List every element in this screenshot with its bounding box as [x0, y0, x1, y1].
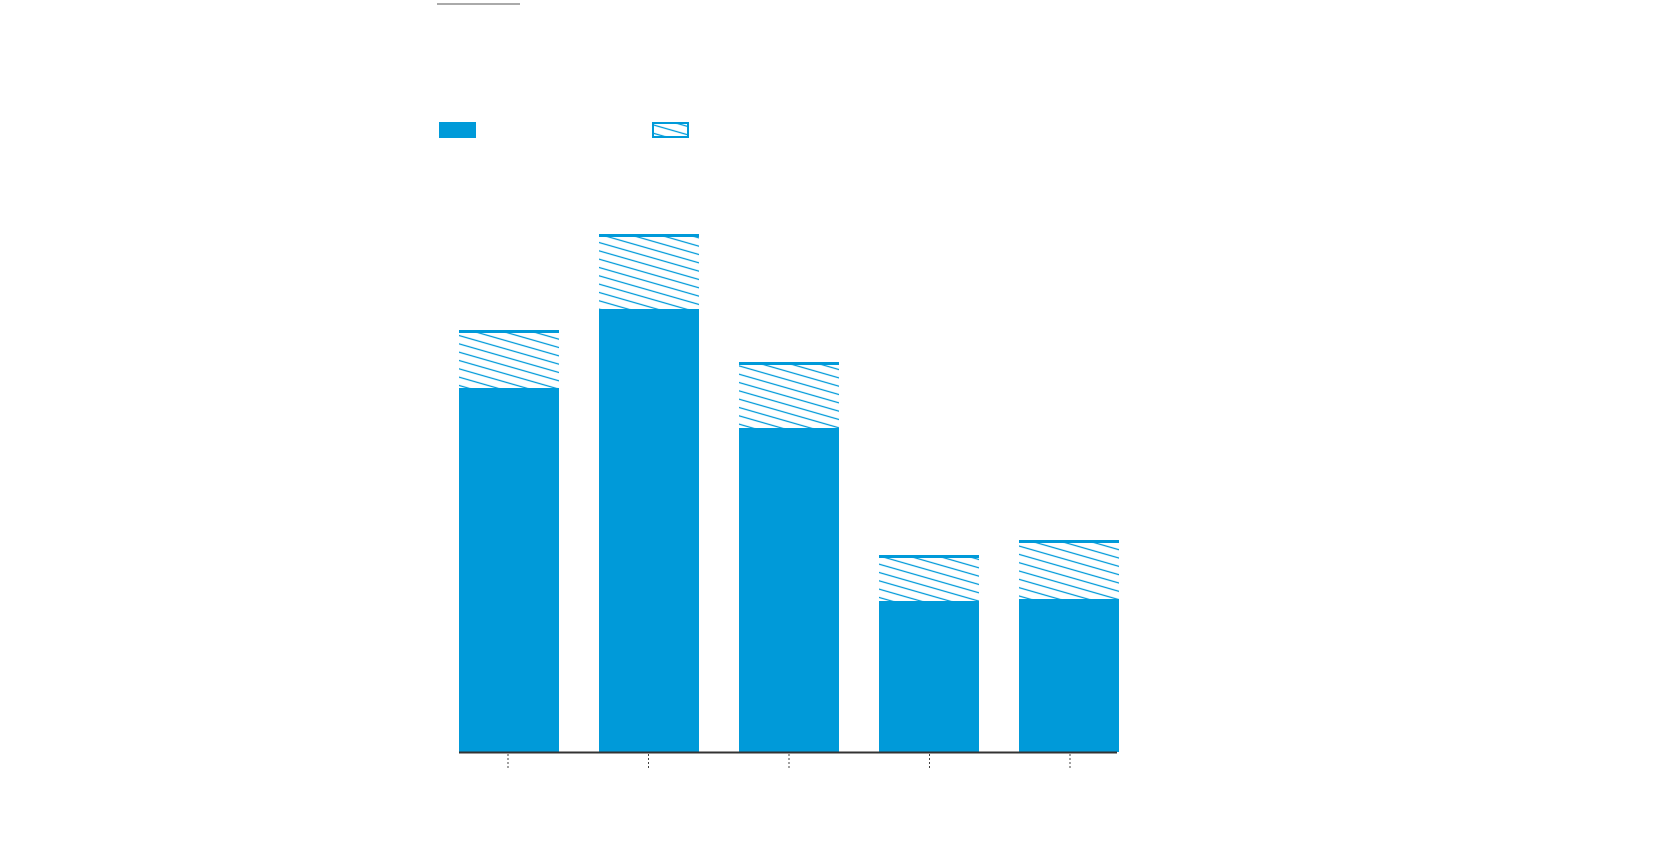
legend — [439, 122, 689, 138]
bar-segment — [599, 309, 699, 752]
bar-segment — [459, 330, 559, 388]
bar-segment — [459, 388, 559, 752]
legend-swatch — [439, 122, 476, 138]
bar-segment — [739, 362, 839, 428]
legend-swatch — [652, 122, 689, 138]
bar-segment — [599, 234, 699, 309]
bar-segment — [879, 555, 979, 601]
bar-segment — [1019, 540, 1119, 599]
bar-segment — [879, 601, 979, 752]
bar-segment — [1019, 599, 1119, 752]
bar-segment — [739, 428, 839, 752]
plot — [459, 234, 1119, 770]
